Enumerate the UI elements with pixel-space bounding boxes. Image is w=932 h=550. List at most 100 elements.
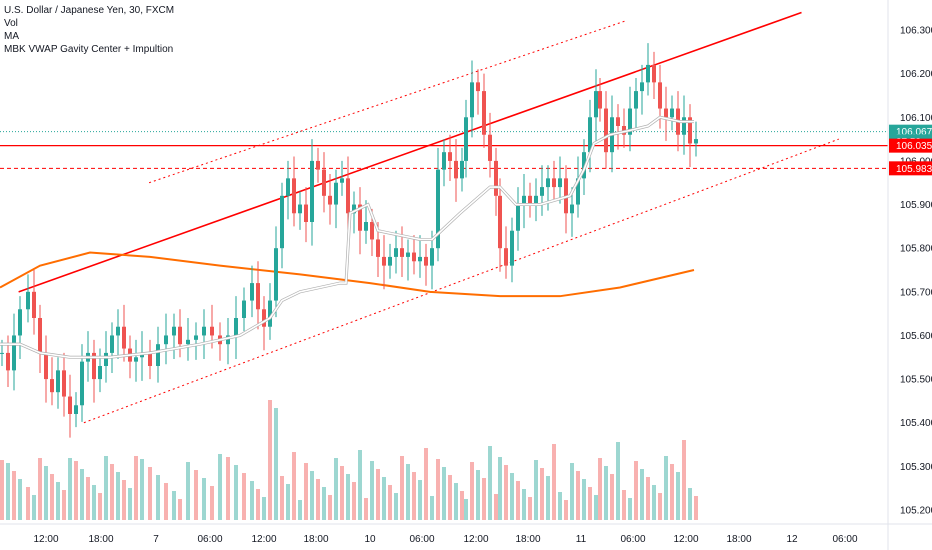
- candle-body: [12, 335, 16, 371]
- candle-body: [172, 326, 176, 336]
- candle-body: [268, 300, 272, 327]
- x-tick-label: 06:00: [832, 534, 857, 545]
- volume-bar: [494, 494, 498, 520]
- candle-body: [510, 230, 514, 266]
- candle-body: [522, 195, 526, 205]
- candle-body: [470, 82, 474, 118]
- candle-body: [504, 248, 508, 266]
- volume-bar: [346, 474, 350, 520]
- volume-bar: [558, 492, 562, 520]
- y-tick-label: 105.200: [900, 506, 932, 517]
- y-tick-label: 106.300: [900, 26, 932, 37]
- channel-line: [148, 20, 625, 184]
- ma-line: [0, 251, 695, 298]
- volume-bar: [628, 498, 632, 520]
- y-tick-label: 106.200: [900, 69, 932, 80]
- candle-body: [430, 248, 434, 266]
- candle-body: [262, 309, 266, 327]
- candle-body: [68, 396, 72, 414]
- candle-body: [234, 318, 238, 336]
- volume-bar: [682, 440, 686, 520]
- candle-body: [442, 152, 446, 170]
- volume-bar: [110, 464, 114, 520]
- channel-line: [83, 138, 839, 424]
- x-tick-label: 06:00: [620, 534, 645, 545]
- vwap-line: [0, 115, 694, 359]
- vwap-path: [0, 116, 694, 359]
- y-tick-label: 105.900: [900, 200, 932, 211]
- x-tick-label: 10: [364, 534, 376, 545]
- candle-body: [310, 160, 314, 222]
- candle-body: [38, 318, 42, 353]
- candle-body: [688, 117, 692, 144]
- candle-body: [122, 326, 126, 349]
- candle-body: [74, 405, 78, 414]
- candle-body: [436, 169, 440, 249]
- level-lower-label-bg: [889, 161, 932, 176]
- volume-bar: [18, 479, 22, 520]
- volume-bar: [664, 456, 668, 520]
- volume-bar: [274, 408, 278, 520]
- candle-body: [226, 335, 230, 345]
- legend-ma[interactable]: MA: [4, 31, 19, 42]
- candle-body: [6, 352, 10, 371]
- volume-bar: [268, 400, 272, 520]
- channel-lines: [18, 11, 839, 424]
- volume-bar: [694, 496, 698, 520]
- volume-bar: [262, 497, 266, 520]
- volume-bar: [482, 478, 486, 520]
- candle-body: [62, 370, 66, 397]
- candle-body: [110, 335, 114, 353]
- candle-body: [32, 291, 36, 318]
- volume-bar: [570, 463, 574, 520]
- volume-bar: [38, 458, 42, 520]
- price-axis[interactable]: 106.300106.200106.100106.000105.900105.8…: [887, 0, 932, 550]
- volume-bar: [12, 471, 16, 520]
- level-lower-label: 105.983: [896, 164, 932, 175]
- volume-bar: [564, 500, 568, 520]
- volume-bar: [234, 465, 238, 520]
- volume-bar: [322, 487, 326, 520]
- candle-body: [18, 309, 22, 336]
- legend-vol[interactable]: Vol: [4, 18, 18, 29]
- volume-bar: [424, 448, 428, 520]
- candle-body: [516, 204, 520, 231]
- candle-body: [358, 204, 362, 231]
- time-axis[interactable]: 12:00 18:00 7 06:00 12:00 18:00 10 06:00 12:00 18…: [0, 523, 932, 545]
- volume-bar: [202, 478, 206, 520]
- candle-body: [328, 195, 332, 205]
- volume-bar: [640, 469, 644, 520]
- volume-bar: [256, 489, 260, 520]
- volume-bar: [688, 488, 692, 520]
- candle-body: [528, 195, 532, 205]
- volume-bar: [552, 444, 556, 520]
- volume-bar: [156, 475, 160, 520]
- candle-body: [376, 239, 380, 257]
- volume-bar: [44, 466, 48, 520]
- volume-bar: [26, 487, 30, 520]
- candle-body: [634, 91, 638, 109]
- candle-body: [588, 117, 592, 153]
- candle-body: [670, 108, 674, 118]
- volume-bar: [122, 480, 126, 520]
- candle-body: [210, 326, 214, 336]
- candle-body: [256, 283, 260, 310]
- candle-body: [364, 222, 368, 231]
- legend-symbol[interactable]: U.S. Dollar / Japanese Yen, 30, FXCM: [4, 5, 175, 16]
- legend-indicator[interactable]: MBK VWAP Gavity Center + Impultion: [4, 44, 174, 55]
- volume-bar: [352, 482, 356, 520]
- volume-bar: [68, 458, 72, 520]
- x-tick-label: 12:00: [251, 534, 276, 545]
- candle-body: [570, 204, 574, 214]
- volume-bar: [32, 495, 36, 520]
- y-tick-label: 105.700: [900, 287, 932, 298]
- volume-bar: [388, 485, 392, 520]
- candle-body: [582, 152, 586, 179]
- volume-bar: [242, 473, 246, 520]
- volume-bar: [540, 468, 544, 520]
- volume-bar: [86, 477, 90, 520]
- volume-bar: [340, 466, 344, 520]
